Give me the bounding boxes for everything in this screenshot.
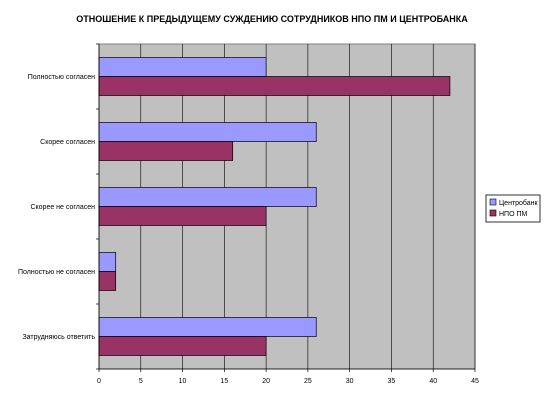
bar-npo-pm [98, 76, 451, 96]
category-label: Полностью не согласен [18, 269, 95, 276]
category-label: Скорее не согласен [30, 204, 95, 211]
bar-centrobank [98, 122, 317, 142]
legend: Центробанк НПО ПМ [485, 194, 541, 223]
x-tick-label: 25 [304, 378, 312, 385]
x-tick-label: 15 [220, 378, 228, 385]
tick-labels: 0 5 10 15 20 25 30 35 40 45 [97, 378, 479, 385]
bar-npo-pm [98, 271, 117, 291]
x-tick-label: 30 [346, 378, 354, 385]
x-tick-label: 20 [262, 378, 270, 385]
bar-centrobank [98, 57, 267, 77]
category-labels: Полностью согласен Скорее согласен Скорее … [18, 74, 95, 341]
bar-npo-pm [98, 206, 267, 226]
category-label: Полностью согласен [28, 74, 95, 81]
x-tick-label: 40 [429, 378, 437, 385]
bar-npo-pm [98, 336, 267, 356]
legend-swatch [489, 198, 497, 206]
x-tick-label: 5 [139, 378, 143, 385]
gridlines [140, 44, 476, 369]
bar-centrobank [98, 187, 317, 207]
bar-npo-pm [98, 141, 234, 161]
bar-centrobank [98, 317, 317, 337]
legend-swatch [489, 209, 497, 217]
legend-label: НПО ПМ [499, 211, 528, 218]
category-label: Скорее согласен [40, 139, 95, 146]
x-tick-label: 0 [97, 378, 101, 385]
x-tick-label: 10 [179, 378, 187, 385]
bars [98, 57, 451, 356]
x-tick-label: 45 [471, 378, 479, 385]
bar-centrobank [98, 252, 117, 272]
category-label: Затрудняюсь ответить [22, 334, 95, 341]
legend-label: Центробанк [499, 199, 539, 207]
axes [96, 43, 476, 372]
chart-title: ОТНОШЕНИЕ К ПРЕДЫДУЩЕМУ СУЖДЕНИЮ СОТРУДН… [76, 14, 468, 24]
x-tick-label: 35 [388, 378, 396, 385]
